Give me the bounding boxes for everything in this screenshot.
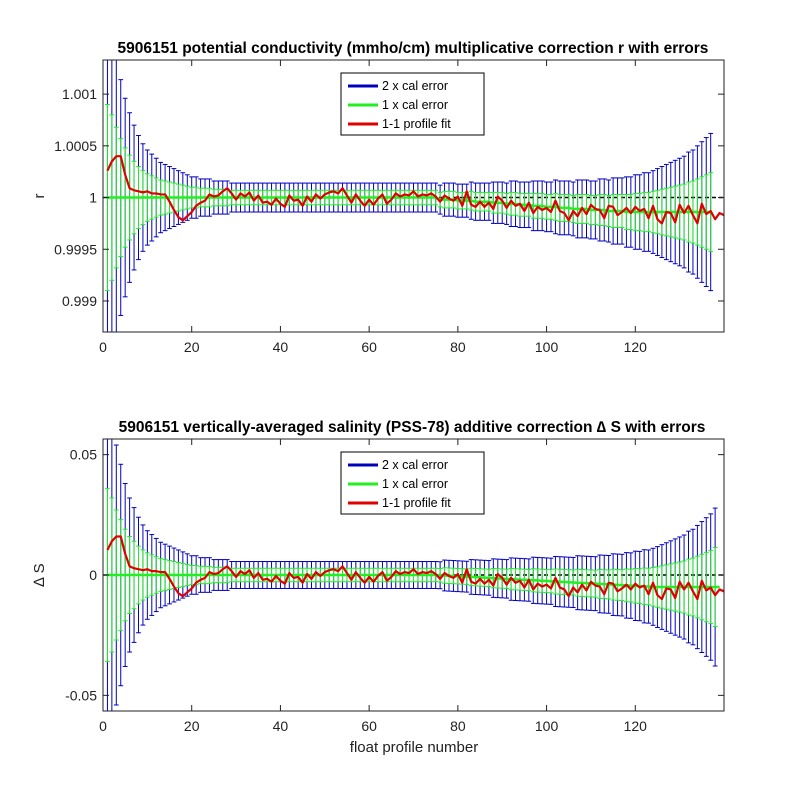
series-profile-fit xyxy=(106,155,724,225)
legend-label-fit: 1-1 profile fit xyxy=(382,496,451,510)
y-tick-label: 0.9995 xyxy=(54,241,97,257)
x-tick-label: 60 xyxy=(361,718,377,734)
y-tick-label: 0 xyxy=(89,567,97,583)
axes-box xyxy=(102,59,725,333)
x-tick-label: 100 xyxy=(535,339,559,355)
legend-label-2x: 2 x cal error xyxy=(382,79,448,93)
salinity-correction-chart: 5906151 vertically-averaged salinity (PS… xyxy=(31,419,725,756)
x-axis-label: float profile number xyxy=(350,739,478,756)
x-tick-label: 80 xyxy=(450,339,466,355)
x-tick-label: 20 xyxy=(184,718,200,734)
chart-title: 5906151 potential conductivity (mmho/cm)… xyxy=(118,40,709,57)
series-1x-center xyxy=(107,573,720,589)
x-tick-label: 40 xyxy=(273,718,289,734)
x-tick-label: 80 xyxy=(450,718,466,734)
axis-ticks: 0 20 40 60 80 100 120 0.999 0.9995 1 1.0005 1.001 xyxy=(54,59,725,355)
y-tick-label: 0.999 xyxy=(62,293,97,309)
plot-series-group xyxy=(103,60,724,332)
x-tick-label: 100 xyxy=(535,718,559,734)
plot-area xyxy=(103,60,724,332)
legend: 2 x cal error 1 x cal error 1-1 profile … xyxy=(340,451,485,515)
y-tick-label: 0.05 xyxy=(70,447,97,463)
x-tick-label: 40 xyxy=(273,339,289,355)
y-axis-label: ∆ S xyxy=(31,563,48,586)
legend-label-fit: 1-1 profile fit xyxy=(382,117,451,131)
x-tick-label: 0 xyxy=(99,718,107,734)
y-axis-label: r xyxy=(31,194,48,199)
conductivity-correction-chart: 5906151 potential conductivity (mmho/cm)… xyxy=(31,40,725,355)
x-tick-label: 120 xyxy=(624,339,648,355)
legend-label-1x: 1 x cal error xyxy=(382,477,448,491)
chart-title: 5906151 vertically-averaged salinity (PS… xyxy=(119,419,706,436)
y-tick-label: 1.001 xyxy=(62,86,97,102)
legend-label-2x: 2 x cal error xyxy=(382,458,448,472)
x-tick-label: 0 xyxy=(99,339,107,355)
y-tick-label: -0.05 xyxy=(65,687,97,703)
legend-label-1x: 1 x cal error xyxy=(382,98,448,112)
series-profile-fit xyxy=(106,535,724,601)
x-tick-label: 20 xyxy=(184,339,200,355)
x-tick-label: 120 xyxy=(624,718,648,734)
y-tick-label: 1 xyxy=(89,190,97,206)
legend: 2 x cal error 1 x cal error 1-1 profile … xyxy=(340,72,485,136)
x-tick-label: 60 xyxy=(361,339,377,355)
y-tick-label: 1.0005 xyxy=(54,138,97,154)
